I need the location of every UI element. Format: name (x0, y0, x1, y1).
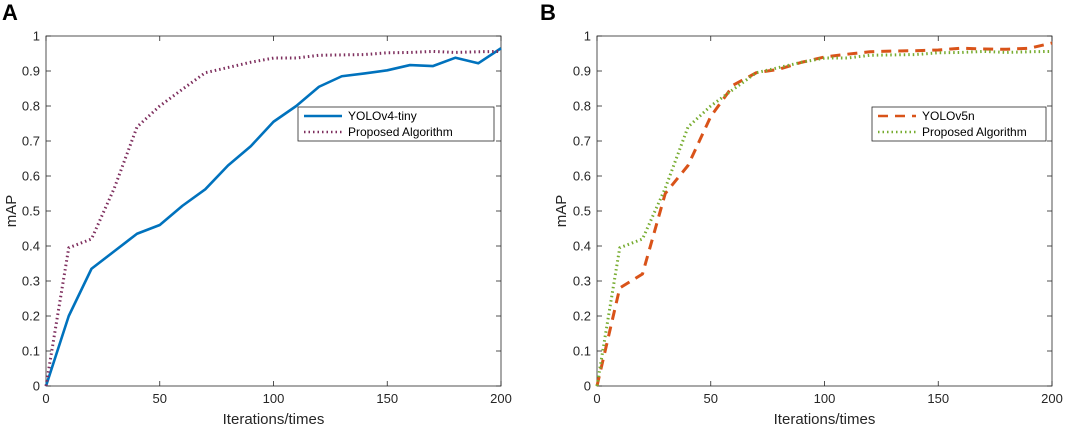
x-tick-label: 150 (376, 391, 398, 406)
y-tick-label: 0.7 (573, 134, 591, 149)
legend-box-a (297, 106, 495, 142)
legend-box-b (871, 106, 1047, 142)
y-tick-label: 0.6 (573, 169, 591, 184)
x-tick-label: 150 (927, 391, 949, 406)
x-tick-label: 50 (153, 391, 167, 406)
y-tick-label: 0.3 (573, 274, 591, 289)
legend-label-proposed-b: Proposed Algorithm (922, 125, 1027, 139)
chart-panel-a: A 0 50 100 150 20000.10.20.30.40.50.60.70.80… (2, 0, 512, 428)
y-tick-label: 0.5 (573, 204, 591, 219)
y-tick-label: 0 (33, 379, 40, 394)
y-tick-label: 0.1 (22, 344, 40, 359)
x-tick-label: 100 (814, 391, 836, 406)
legend-b: YOLOv5n Proposed Algorithm (871, 106, 1047, 142)
axes-ticks-b: 0 50 100 150 200 0 0.1 0.2 0.3 0.4 0.5 0.6 0.7 0.8 0.9… (573, 29, 1063, 407)
x-axis-label-b: Iterations/times (774, 411, 876, 428)
series-line-yolov4-tiny (44, 47, 502, 387)
y-tick-label: 0.3 (22, 274, 40, 289)
y-tick-label: 0.1 (573, 344, 591, 359)
plot-area-a (45, 35, 502, 387)
x-tick-label: 100 (263, 391, 285, 406)
x-tick-label: 200 (1041, 391, 1063, 406)
y-tick-label: 0.4 (573, 239, 591, 254)
y-tick-label: 0.2 (22, 309, 40, 324)
y-tick-label: 0.8 (573, 99, 591, 114)
y-tick-label: 0.4 (22, 239, 40, 254)
x-tick-label: 0 (593, 391, 600, 406)
x-tick-label: 50 (704, 391, 718, 406)
y-tick-label: 1 (584, 29, 591, 44)
y-tick-label: 0.2 (573, 309, 591, 324)
y-axis-label-b: mAP (553, 195, 570, 228)
series-line-yolov5n (595, 41, 1053, 387)
y-tick-label: 0.5 (22, 204, 40, 219)
legend-label-yolov5n: YOLOv5n (922, 109, 975, 123)
plot-area-b (596, 35, 1053, 387)
y-axis-label-a: mAP (3, 195, 20, 228)
panel-letter-b: B (540, 0, 556, 25)
series-lines-a (44, 47, 502, 387)
legend-label-yolov4-tiny: YOLOv4-tiny (348, 109, 417, 123)
axes-ticks-a: 0 50 100 150 200 0 0.1 0.2 0.3 0.4 0.5 0.6 0.7 0.8 0.9… (22, 29, 512, 407)
y-tick-label: 0 (584, 379, 591, 394)
series-lines-b (595, 41, 1053, 387)
y-tick-label: 0.8 (22, 99, 40, 114)
y-tick-label: 0.7 (22, 134, 40, 149)
y-tick-label: 0.6 (22, 169, 40, 184)
y-tick-label: 0.9 (22, 64, 40, 79)
x-tick-label: 200 (490, 391, 512, 406)
y-tick-label: 0.9 (573, 64, 591, 79)
panel-letter-a: A (2, 0, 18, 25)
legend-a: YOLOv4-tiny Proposed Algorithm (297, 106, 495, 142)
series-line-proposed-algorithm (44, 49, 502, 387)
y-tick-label: 1 (33, 29, 40, 44)
x-axis-label-a: Iterations/times (223, 411, 325, 428)
series-line-proposed-algorithm (595, 49, 1053, 387)
chart-panel-b: B 0 50 100 150 20000.10.20.30.40.50.60.70.80… (540, 0, 1063, 428)
x-tick-label: 0 (42, 391, 49, 406)
legend-label-proposed-a: Proposed Algorithm (348, 125, 453, 139)
